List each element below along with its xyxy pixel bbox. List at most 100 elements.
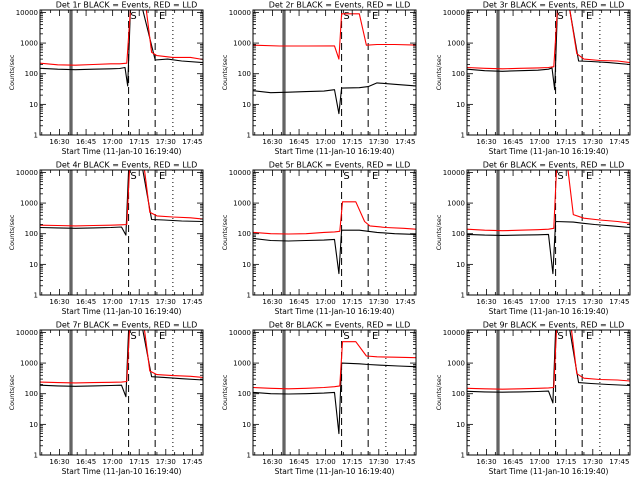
y-tick-label: 1000 <box>20 200 38 208</box>
panel-title: Det 9r BLACK = Events, RED = LLD <box>483 321 625 330</box>
y-tick-label: 100 <box>452 70 465 78</box>
series-group <box>253 201 416 275</box>
x-axis-title: Start Time (11-Jan-10 16:19:40) <box>489 307 609 316</box>
y-tick-label: 10000 <box>16 9 38 17</box>
x-tick-label: 17:30 <box>156 298 176 306</box>
x-axis-title: Start Time (11-Jan-10 16:19:40) <box>489 467 609 476</box>
time-markers <box>282 10 387 135</box>
y-tick-label: 1000 <box>233 200 251 208</box>
x-tick-label: 17:15 <box>556 298 576 306</box>
panel-title: Det 3r BLACK = Events, RED = LLD <box>483 1 625 10</box>
x-tick-label: 17:45 <box>395 138 415 146</box>
series-events-line <box>253 229 416 275</box>
y-tick-label: 1 <box>34 132 38 140</box>
x-tick-label: 17:15 <box>342 458 362 466</box>
panel-title: Det 6r BLACK = Events, RED = LLD <box>483 161 625 170</box>
panel-title: Det 1r BLACK = Events, RED = LLD <box>56 1 198 10</box>
y-tick-label: 10 <box>29 261 38 269</box>
series-lld-line <box>467 10 630 70</box>
x-tick-label: 17:30 <box>583 458 603 466</box>
x-ticks <box>468 170 629 295</box>
y-tick-label: 10 <box>242 101 251 109</box>
marker-label-start: S <box>343 171 349 182</box>
y-tick-label: 10000 <box>229 169 251 177</box>
y-tick-label: 1 <box>461 292 465 300</box>
x-tick-label: 17:00 <box>316 138 336 146</box>
marker-label-end: E <box>372 331 378 342</box>
y-tick-label: 1 <box>34 292 38 300</box>
x-tick-label: 17:30 <box>156 458 176 466</box>
y-axis-title: Counts/sec <box>221 374 229 410</box>
y-axis-title: Counts/sec <box>221 54 229 90</box>
y-tick-label: 1000 <box>20 360 38 368</box>
x-tick-label: 17:00 <box>530 138 550 146</box>
x-ticks <box>468 10 629 135</box>
y-tick-label: 1 <box>34 452 38 460</box>
panel-title: Det 4r BLACK = Events, RED = LLD <box>56 161 198 170</box>
x-tick-label: 17:15 <box>342 138 362 146</box>
y-axis-title: Counts/sec <box>435 374 443 410</box>
y-tick-label: 10000 <box>16 329 38 337</box>
x-tick-label: 17:45 <box>609 298 629 306</box>
axes-frame <box>39 169 204 296</box>
x-ticks <box>254 170 415 295</box>
marker-label-end: E <box>586 171 592 182</box>
series-events-line <box>467 220 630 275</box>
series-lld-line <box>467 170 630 232</box>
x-tick-label: 16:45 <box>289 138 309 146</box>
x-tick-label: 17:30 <box>156 138 176 146</box>
series-group <box>40 330 203 398</box>
x-tick-label: 17:45 <box>609 138 629 146</box>
y-axis-title: Counts/sec <box>8 374 16 410</box>
y-tick-label: 100 <box>238 230 251 238</box>
marker-label-start: S <box>130 11 136 22</box>
x-tick-label: 16:30 <box>49 138 69 146</box>
x-tick-label: 17:30 <box>369 298 389 306</box>
axes-frame <box>252 9 417 136</box>
y-tick-label: 100 <box>238 70 251 78</box>
series-group <box>40 170 203 236</box>
marker-label-end: E <box>372 11 378 22</box>
series-lld-line <box>253 201 416 235</box>
x-tick-label: 17:15 <box>556 138 576 146</box>
series-events-line <box>467 330 630 404</box>
y-tick-label: 1 <box>461 132 465 140</box>
x-tick-label: 17:15 <box>342 298 362 306</box>
y-ticks <box>253 172 416 296</box>
y-tick-label: 1000 <box>447 40 465 48</box>
y-tick-label: 10 <box>242 421 251 429</box>
y-tick-label: 10000 <box>229 329 251 337</box>
x-tick-label: 16:45 <box>503 138 523 146</box>
series-lld-line <box>467 330 630 390</box>
x-tick-label: 16:45 <box>503 298 523 306</box>
x-tick-label: 17:00 <box>103 138 123 146</box>
y-axis-title: Counts/sec <box>8 54 16 90</box>
x-tick-label: 17:00 <box>103 458 123 466</box>
x-tick-label: 16:45 <box>289 298 309 306</box>
series-events-line <box>40 10 203 87</box>
series-lld-line <box>40 330 203 384</box>
y-tick-label: 10000 <box>443 169 465 177</box>
y-tick-label: 100 <box>25 230 38 238</box>
marker-label-start: S <box>557 11 563 22</box>
y-tick-label: 1000 <box>447 200 465 208</box>
x-tick-label: 17:00 <box>530 298 550 306</box>
axes-frame <box>39 9 204 136</box>
series-lld-line <box>253 341 416 390</box>
y-tick-label: 10 <box>29 421 38 429</box>
series-group <box>253 341 416 435</box>
y-tick-label: 100 <box>25 390 38 398</box>
series-events-line <box>467 10 630 91</box>
x-tick-label: 17:15 <box>129 458 149 466</box>
time-markers <box>496 10 601 135</box>
y-tick-label: 1 <box>247 452 251 460</box>
x-tick-label: 16:45 <box>76 458 96 466</box>
y-tick-label: 1000 <box>233 40 251 48</box>
y-tick-label: 10000 <box>443 329 465 337</box>
y-ticks <box>253 12 416 136</box>
